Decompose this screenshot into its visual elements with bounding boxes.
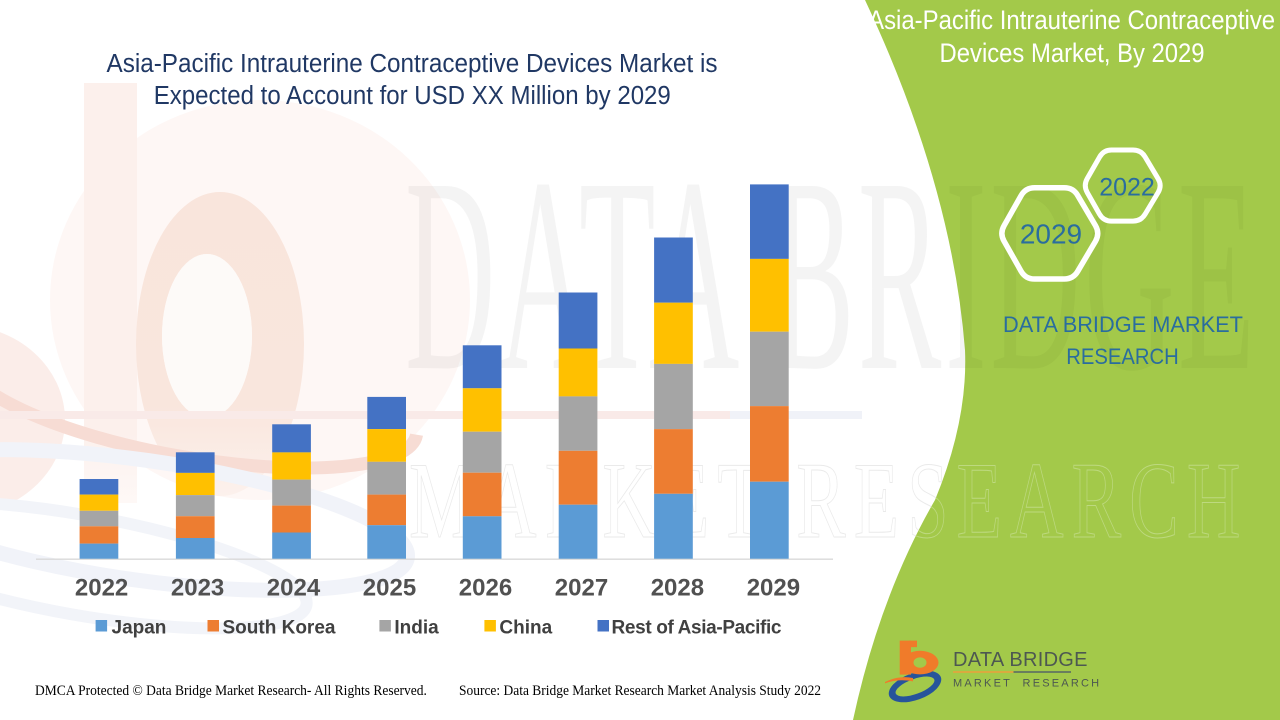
svg-text:2028: 2028 <box>651 575 704 602</box>
svg-text:2029: 2029 <box>747 575 800 602</box>
svg-text:DATA BRIDGE: DATA BRIDGE <box>953 649 1088 671</box>
svg-text:India: India <box>394 618 439 639</box>
svg-text:2025: 2025 <box>363 575 416 602</box>
svg-text:China: China <box>499 618 552 639</box>
svg-text:2023: 2023 <box>171 575 224 602</box>
svg-text:Japan: Japan <box>112 618 167 639</box>
svg-text:South Korea: South Korea <box>223 618 336 639</box>
svg-text:2024: 2024 <box>267 575 321 602</box>
svg-text:MARKET RESEARCH: MARKET RESEARCH <box>953 678 1101 690</box>
svg-text:2026: 2026 <box>459 575 512 602</box>
svg-text:2029: 2029 <box>1020 218 1082 249</box>
svg-text:Rest of Asia-Pacific: Rest of Asia-Pacific <box>612 618 782 639</box>
svg-text:2022: 2022 <box>75 575 128 602</box>
svg-text:2027: 2027 <box>555 575 608 602</box>
svg-text:2022: 2022 <box>1099 174 1155 202</box>
